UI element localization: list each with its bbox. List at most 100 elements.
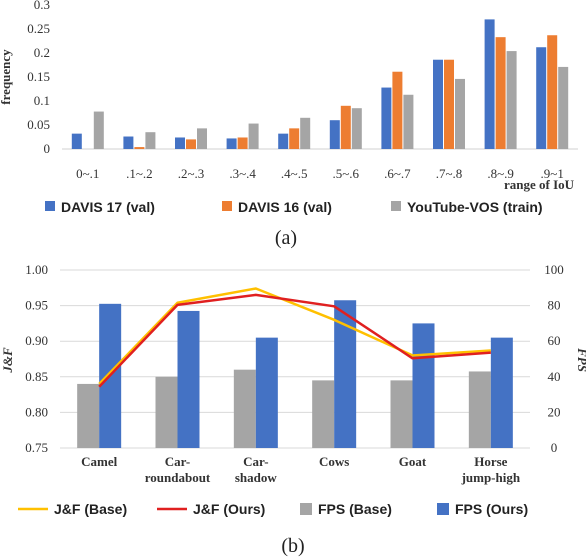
y-right-tick-label: 100 <box>544 262 564 277</box>
x-tick-label: Camel <box>81 454 117 469</box>
y-tick-label: 0 <box>44 141 51 156</box>
legend-label: DAVIS 16 (val) <box>238 199 332 215</box>
bar-fps-ours <box>255 337 278 448</box>
legend-swatch <box>222 201 232 211</box>
y-tick-label: 0.1 <box>34 93 50 108</box>
x-tick-label: Goat <box>399 454 427 469</box>
x-tick-label: 0~.1 <box>76 166 99 181</box>
y-left-tick-label: 1.00 <box>25 262 48 277</box>
y-right-axis-label: FPS <box>575 347 586 372</box>
bar-youtube-vos <box>351 108 362 149</box>
line-jf-ours <box>98 293 491 388</box>
caption-b: (b) <box>281 535 304 557</box>
legend-label: YouTube-VOS (train) <box>407 199 543 215</box>
x-tick-label: Car- <box>243 454 269 469</box>
y-left-tick-label: 0.80 <box>25 404 48 419</box>
y-tick-label: 0.3 <box>34 0 50 12</box>
x-tick-label: .1~.2 <box>126 166 153 181</box>
bar-youtube-vos <box>197 128 207 149</box>
caption-a: (a) <box>275 227 297 249</box>
y-left-tick-label: 0.90 <box>25 333 48 348</box>
bar-davis17 <box>123 136 134 149</box>
legend-label: J&F (Base) <box>54 501 127 517</box>
bar-davis17 <box>484 19 495 150</box>
bar-youtube-vos <box>300 117 311 149</box>
x-tick-label: .3~.4 <box>229 166 256 181</box>
bar-fps-ours <box>412 323 435 448</box>
y-right-tick-label: 0 <box>551 440 558 455</box>
bar-davis17 <box>381 87 392 149</box>
bar-davis17 <box>226 138 237 149</box>
bar-youtube-vos <box>403 94 414 149</box>
legend-label: DAVIS 17 (val) <box>61 199 155 215</box>
bar-youtube-vos <box>145 132 156 149</box>
legend-label: FPS (Base) <box>318 501 392 517</box>
bar-youtube-vos <box>455 78 465 149</box>
bar-davis17 <box>536 47 547 149</box>
y-left-tick-label: 0.75 <box>25 440 48 455</box>
bar-davis16 <box>547 35 558 149</box>
x-axis-label: range of IoU <box>504 177 575 192</box>
legend-label: J&F (Ours) <box>193 501 265 517</box>
x-tick-label: Horse <box>474 454 507 469</box>
x-tick-label: .5~.6 <box>333 166 360 181</box>
x-tick-label: Cows <box>319 454 349 469</box>
x-tick-label: .7~.8 <box>436 166 463 181</box>
x-tick-label: roundabout <box>145 470 211 485</box>
bar-davis16 <box>237 137 248 149</box>
bar-davis17 <box>329 120 340 149</box>
y-left-axis-label: J&F <box>0 347 15 374</box>
bar-davis16 <box>340 105 351 149</box>
bar-youtube-vos <box>558 66 569 149</box>
y-right-tick-label: 80 <box>548 298 561 313</box>
bar-fps-base <box>390 380 413 448</box>
chart-b: 0.75 0.80 0.85 0.90 0.95 1.00 0 20 40 60 80 100 J&F F… <box>0 262 586 557</box>
y-tick-label: 0.15 <box>27 69 50 84</box>
y-right-tick-label: 60 <box>548 333 561 348</box>
chart-a: 0 0.05 0.1 0.15 0.2 0.25 0.3 frequency 0~.1 .1~.2… <box>0 0 578 249</box>
y-axis-label: frequency <box>0 49 13 105</box>
y-right-tick-label: 40 <box>548 369 561 384</box>
x-tick-label: .4~.5 <box>281 166 308 181</box>
bar-davis17 <box>175 137 185 149</box>
y-tick-label: 0.25 <box>27 21 50 36</box>
bar-davis16 <box>495 37 506 149</box>
x-tick-label: .2~.3 <box>178 166 205 181</box>
bar-davis16 <box>289 128 300 149</box>
bar-davis16 <box>134 147 145 149</box>
legend-swatch <box>45 201 55 211</box>
bar-davis16 <box>444 59 454 149</box>
bar-fps-base <box>468 371 491 448</box>
bar-davis17 <box>71 133 82 149</box>
bar-davis17 <box>278 133 289 149</box>
bar-fps-base <box>312 380 335 448</box>
legend-label: FPS (Ours) <box>455 501 528 517</box>
bar-fps-ours <box>334 300 357 448</box>
y-left-tick-label: 0.85 <box>25 369 48 384</box>
legend-swatch <box>437 503 449 515</box>
x-tick-label: .8~.9 <box>487 166 514 181</box>
bar-fps-base <box>233 369 256 448</box>
x-tick-label: jump-high <box>461 470 521 485</box>
legend-swatch <box>300 503 312 515</box>
bar-fps-ours <box>177 310 200 448</box>
legend-swatch <box>391 201 401 211</box>
y-tick-label: 0.2 <box>34 45 50 60</box>
bar-youtube-vos <box>248 123 259 149</box>
bar-davis16 <box>186 139 196 149</box>
y-tick-label: 0.05 <box>27 117 50 132</box>
bar-youtube-vos <box>506 51 517 149</box>
y-right-tick-label: 20 <box>548 404 561 419</box>
y-left-tick-label: 0.95 <box>25 298 48 313</box>
bar-youtube-vos <box>93 111 104 149</box>
x-tick-label: Car- <box>165 454 191 469</box>
bar-fps-base <box>77 383 100 448</box>
x-tick-label: .6~.7 <box>384 166 411 181</box>
x-tick-label: shadow <box>235 470 278 485</box>
bar-fps-ours <box>490 337 513 448</box>
bar-davis17 <box>433 59 443 149</box>
x-tick-label: .9~1 <box>541 166 564 181</box>
bar-davis16 <box>392 71 403 149</box>
line-jf-base <box>98 287 491 385</box>
